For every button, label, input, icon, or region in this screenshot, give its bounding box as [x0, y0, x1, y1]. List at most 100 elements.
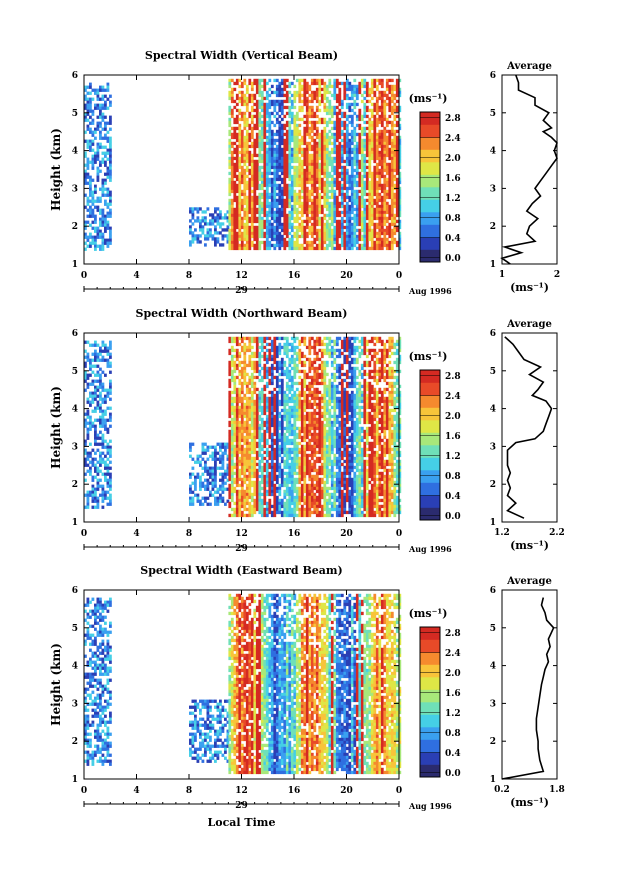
heatmap-cell — [258, 480, 262, 485]
heatmap-cell — [310, 114, 314, 119]
heatmap-cell — [106, 406, 110, 410]
heatmap-cell — [360, 210, 364, 215]
heatmap-cell — [243, 471, 247, 476]
heatmap-cell — [233, 378, 237, 383]
heatmap-cell — [390, 222, 394, 227]
heatmap-cell — [275, 207, 279, 212]
heatmap-cell — [353, 219, 357, 224]
heatmap-cell — [230, 453, 234, 458]
heatmap-cell — [258, 486, 262, 491]
heatmap-cell — [360, 225, 364, 230]
heatmap-cell — [104, 400, 107, 404]
heatmap-cell — [325, 207, 329, 212]
heatmap-cell — [99, 187, 102, 191]
heatmap-cell — [353, 183, 357, 188]
heatmap-cell — [240, 498, 244, 503]
heatmap-cell — [104, 136, 107, 140]
heatmap-cell — [295, 174, 299, 179]
heatmap-cell — [398, 138, 402, 143]
heatmap-cell — [230, 339, 234, 344]
heatmap-cell — [288, 162, 292, 167]
heatmap-cell — [109, 499, 112, 503]
heatmap-cell — [288, 123, 292, 128]
heatmap-cell — [318, 87, 322, 92]
heatmap-cell — [248, 237, 252, 242]
heatmap-cell — [258, 150, 262, 155]
heatmap-cell — [245, 129, 249, 134]
heatmap-cell — [373, 117, 377, 122]
heatmap-cell — [94, 151, 97, 155]
heatmap-cell — [380, 93, 384, 98]
heatmap-cell — [313, 156, 317, 161]
heatmap-cell — [273, 159, 277, 164]
heatmap-cell — [221, 490, 225, 494]
heatmap-cell — [268, 453, 272, 458]
heatmap-cell — [360, 204, 364, 209]
heatmap-cell — [390, 99, 394, 104]
heatmap-cell — [298, 99, 302, 104]
heatmap-cell — [243, 120, 247, 125]
heatmap-cell — [268, 444, 272, 449]
heatmap-cell — [260, 225, 264, 230]
heatmap-cell — [263, 480, 267, 485]
heatmap-cell — [248, 138, 252, 143]
heatmap-cell — [328, 129, 332, 134]
heatmap-cell — [305, 147, 309, 152]
heatmap-cell — [253, 174, 257, 179]
heatmap-cell — [240, 201, 244, 206]
heatmap-cell — [91, 460, 95, 464]
heatmap-cell — [109, 370, 112, 374]
heatmap-cell — [219, 445, 222, 449]
panel-title: Spectral Width (Vertical Beam) — [145, 49, 338, 62]
heatmap-cell — [295, 240, 299, 245]
heatmap-cell — [285, 159, 289, 164]
heatmap-cell — [258, 222, 262, 227]
heatmap-cell — [268, 201, 272, 206]
heatmap-cell — [350, 150, 354, 155]
heatmap-cell — [221, 454, 225, 458]
heatmap-cell — [360, 78, 364, 83]
heatmap-cell — [280, 150, 284, 155]
heatmap-cell — [268, 348, 272, 353]
heatmap-cell — [345, 243, 349, 248]
heatmap-cell — [245, 507, 249, 512]
heatmap-cell — [295, 210, 299, 215]
heatmap-cell — [350, 210, 354, 215]
heatmap-cell — [360, 93, 364, 98]
heatmap-cell — [258, 489, 262, 494]
heatmap-cell — [355, 207, 359, 212]
heatmap-cell — [385, 183, 389, 188]
heatmap-cell — [350, 225, 354, 230]
heatmap-cell — [300, 222, 304, 227]
heatmap-cell — [245, 489, 249, 494]
heatmap-cell — [219, 231, 222, 235]
heatmap-cell — [298, 222, 302, 227]
heatmap-cell — [91, 358, 95, 362]
heatmap-cell — [250, 495, 254, 500]
heatmap-cell — [290, 222, 294, 227]
heatmap-cell — [373, 165, 377, 170]
heatmap-cell — [238, 165, 242, 170]
heatmap-cell — [109, 364, 112, 368]
heatmap-cell — [101, 487, 105, 491]
heatmap-cell — [393, 192, 397, 197]
heatmap-cell — [104, 346, 107, 350]
heatmap-cell — [355, 204, 359, 209]
heatmap-cell — [238, 156, 242, 161]
heatmap-cell — [265, 489, 269, 494]
heatmap-cell — [230, 405, 234, 410]
heatmap-cell — [293, 234, 297, 239]
heatmap-cell — [385, 225, 389, 230]
heatmap-cell — [303, 225, 307, 230]
heatmap-cell — [295, 117, 299, 122]
heatmap-cell — [390, 228, 394, 233]
heatmap-cell — [86, 166, 90, 170]
heatmap-cell — [335, 126, 339, 131]
heatmap-cell — [228, 504, 232, 509]
heatmap-cell — [315, 219, 319, 224]
heatmap-cell — [283, 219, 287, 224]
heatmap-cell — [228, 420, 232, 425]
heatmap-cell — [224, 472, 227, 476]
heatmap-cell — [250, 129, 254, 134]
heatmap-cell — [268, 420, 272, 425]
